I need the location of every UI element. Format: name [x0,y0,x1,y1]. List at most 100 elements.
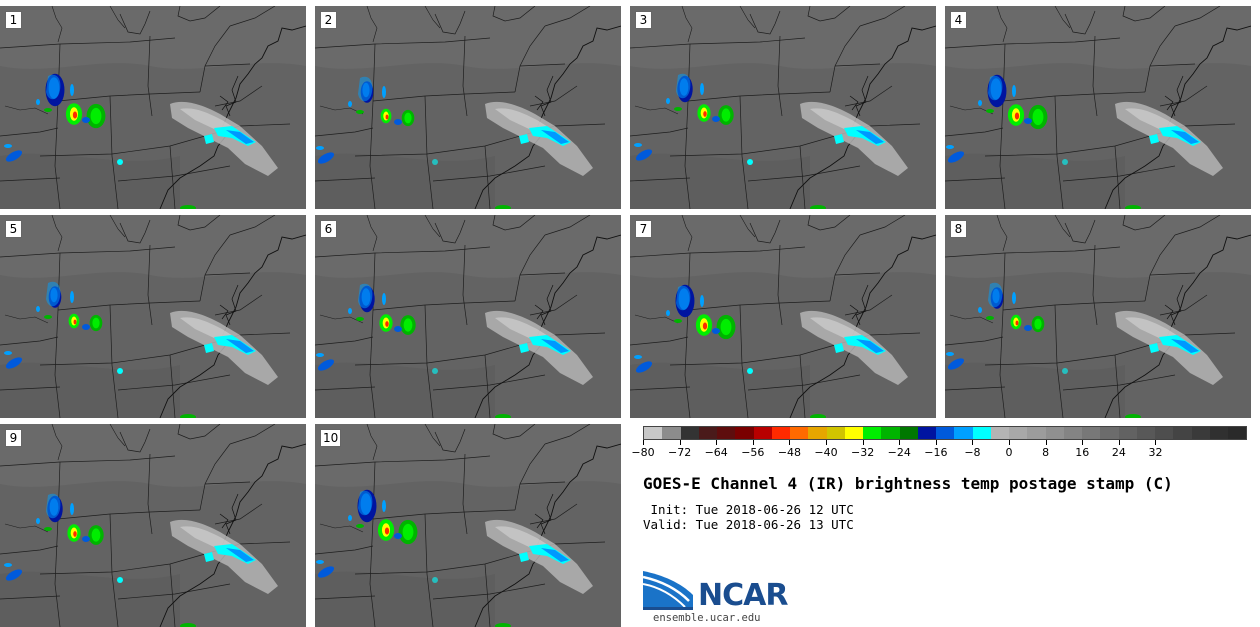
colorbar [643,426,1247,440]
colorbar-tick [899,440,901,445]
colorbar-tick-label: −64 [704,446,728,459]
colorbar-tick-label: −40 [814,446,838,459]
valid-time: Valid: Tue 2018-06-26 13 UTC [643,517,854,532]
satellite-map-icon [0,424,306,627]
colorbar-tick-label: 0 [1005,446,1013,459]
colorbar-tick-label: −16 [924,446,948,459]
colorbar-tick [1009,440,1011,445]
colorbar-segment [990,427,1009,439]
colorbar-segment [826,427,845,439]
colorbar-tick-label: −32 [851,446,875,459]
colorbar-segment [790,427,809,439]
colorbar-ticks: −80 −72 −64 −56 −48 −40 −32 −24 −16 −8 0 8 16 24 32 [631,440,1247,462]
colorbar-segment [899,427,918,439]
colorbar-segment [1027,427,1046,439]
colorbar-segment [644,427,663,439]
colorbar-segment [844,427,863,439]
colorbar-segment [936,427,955,439]
colorbar-tick-label: 32 [1148,446,1163,459]
colorbar-segment [1009,427,1028,439]
colorbar-segment [717,427,736,439]
ensemble-url: ensemble.ucar.edu [653,612,761,624]
colorbar-segment [662,427,681,439]
colorbar-tick-label: −24 [887,446,911,459]
colorbar-tick-label: −72 [667,446,692,459]
colorbar-tick [1045,440,1047,445]
colorbar-tick [679,440,681,445]
colorbar-segment [881,427,900,439]
satellite-map-icon [315,215,621,418]
panel-number: 2 [320,11,337,29]
satellite-map-icon [945,6,1251,209]
colorbar-segment [1136,427,1155,439]
colorbar-segment [735,427,754,439]
colorbar-tick-label: 8 [1042,446,1050,459]
colorbar-segment [1209,427,1228,439]
map-panel: 1 [0,6,306,209]
panel-number: 3 [635,11,652,29]
colorbar-tick-label: −48 [777,446,802,459]
colorbar-tick-label: 24 [1111,446,1126,459]
map-panel: 7 [630,215,936,418]
colorbar-tick-label: −56 [741,446,765,459]
init-time: Init: Tue 2018-06-26 12 UTC [643,502,854,517]
colorbar-tick [1082,440,1084,445]
colorbar-tick [826,440,828,445]
colorbar-tick [972,440,974,445]
colorbar-segment [917,427,936,439]
satellite-map-icon [315,6,621,209]
colorbar-tick [1155,440,1157,445]
satellite-map-icon [315,424,621,627]
colorbar-segment [771,427,790,439]
colorbar-tick [1118,440,1120,445]
map-panel: 9 [0,424,306,627]
satellite-map-icon [0,215,306,418]
colorbar-segment [972,427,991,439]
colorbar-segment [1155,427,1174,439]
colorbar-segment [1191,427,1210,439]
colorbar-tick-label: −8 [964,446,981,459]
colorbar-segment [680,427,699,439]
colorbar-tick [643,440,644,445]
satellite-map-icon [0,6,306,209]
satellite-map-icon [945,215,1251,418]
colorbar-tick [789,440,791,445]
panel-number: 9 [5,429,22,447]
colorbar-segment [698,427,717,439]
colorbar-tick [716,440,718,445]
colorbar-segment [753,427,772,439]
colorbar-tick-label: −80 [631,446,655,459]
satellite-map-icon [630,6,936,209]
panel-number: 7 [635,220,652,238]
figure-title: GOES-E Channel 4 (IR) brightness temp po… [643,474,1173,493]
colorbar-tick [752,440,754,445]
colorbar-tick-label: 16 [1075,446,1090,459]
colorbar-segment [1118,427,1137,439]
colorbar-segment [1100,427,1119,439]
map-panel: 3 [630,6,936,209]
panel-number: 8 [950,220,967,238]
colorbar-segment [1228,427,1247,439]
panel-number: 6 [320,220,337,238]
ncar-logo-text: NCAR [698,578,788,613]
colorbar-segment [1173,427,1192,439]
colorbar-segment [954,427,973,439]
satellite-map-icon [630,215,936,418]
map-panel: 8 [945,215,1251,418]
map-panel: 10 [315,424,621,627]
colorbar-segment [808,427,827,439]
panel-number: 4 [950,11,967,29]
map-panel: 5 [0,215,306,418]
map-panel: 6 [315,215,621,418]
colorbar-segment [1063,427,1082,439]
panel-number: 10 [320,429,342,447]
colorbar-tick [862,440,864,445]
panel-number: 1 [5,11,22,29]
ncar-logo-icon [643,571,693,610]
panel-number: 5 [5,220,22,238]
map-panel: 4 [945,6,1251,209]
colorbar-segment [863,427,882,439]
map-panel: 2 [315,6,621,209]
colorbar-tick [935,440,937,445]
colorbar-segment [1082,427,1101,439]
